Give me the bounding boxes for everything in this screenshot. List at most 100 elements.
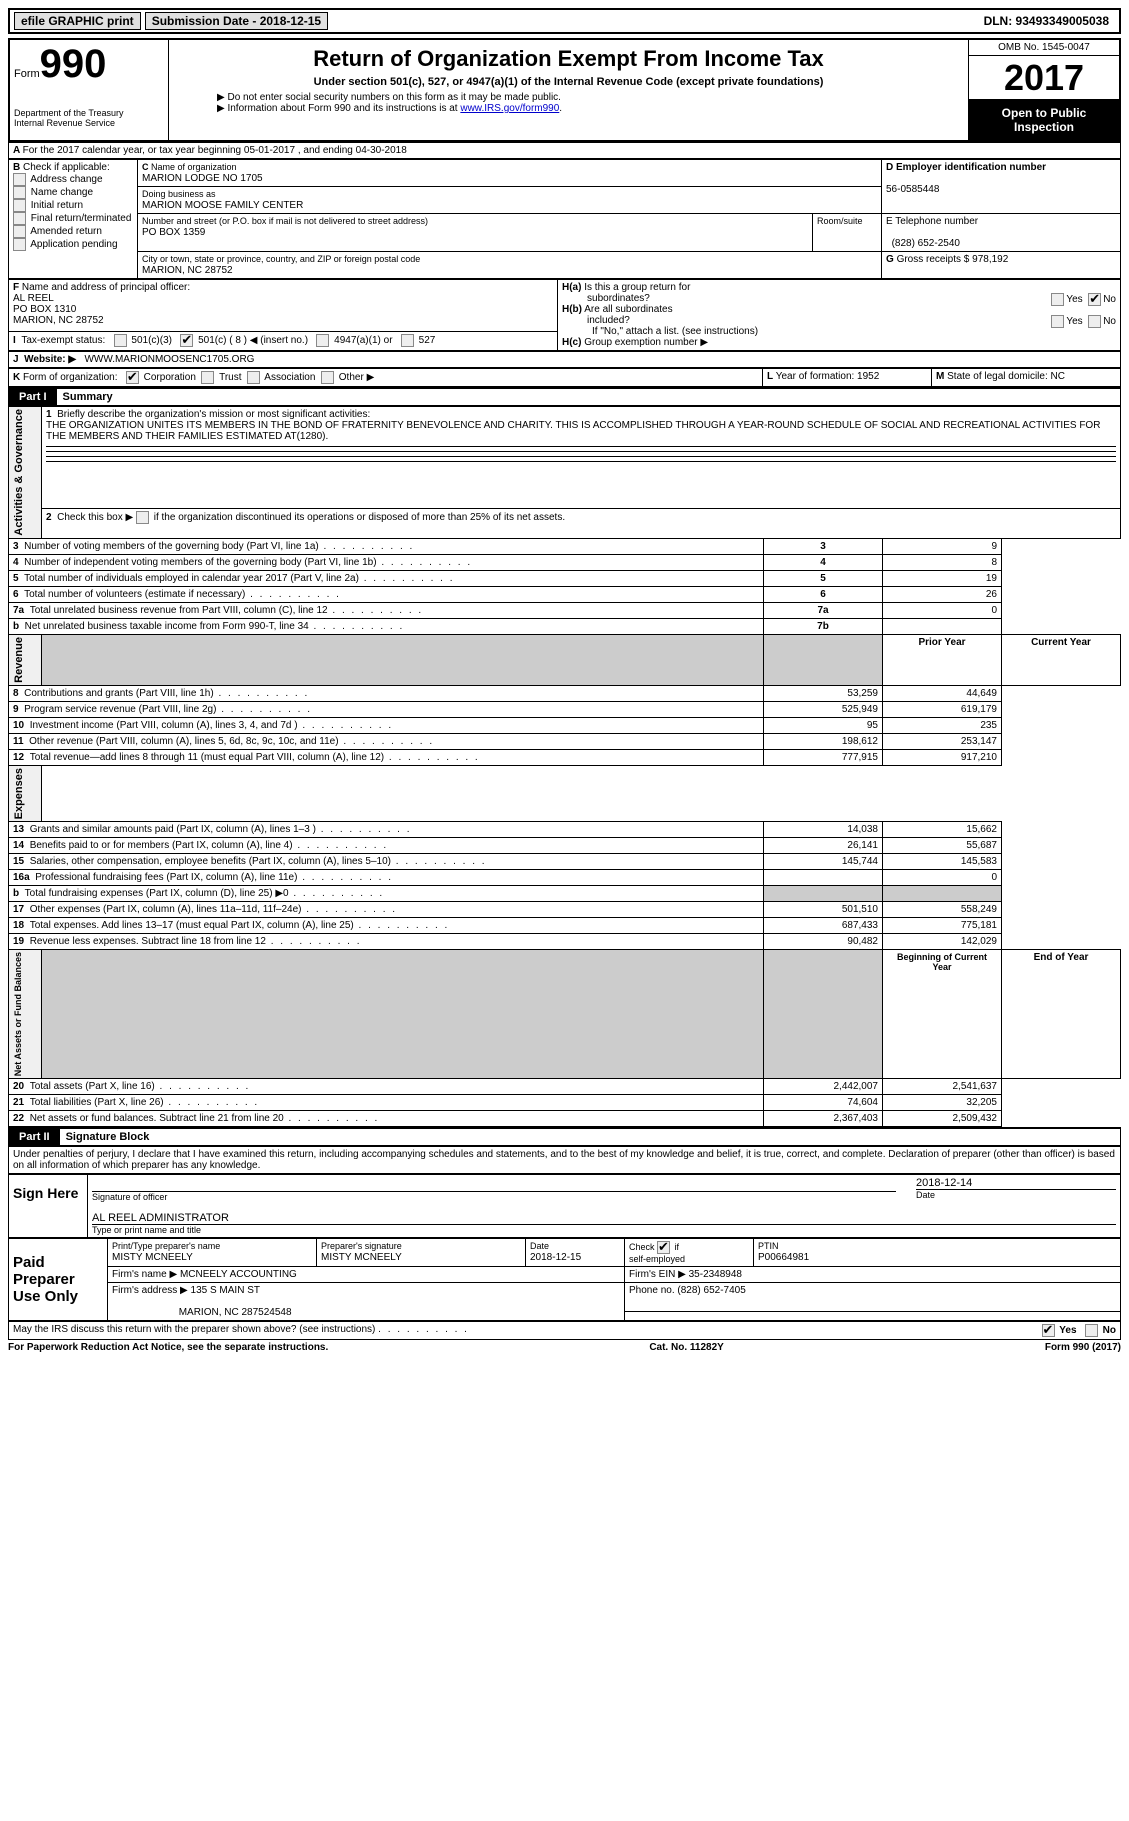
ha-yes-checkbox[interactable]	[1051, 293, 1064, 306]
exp-line-text: Professional fundraising fees (Part IX, …	[35, 872, 393, 883]
exp-current: 142,029	[883, 933, 1002, 949]
prep-date: 2018-12-15	[530, 1252, 581, 1263]
note-info: ▶ Information about Form 990 and its ins…	[177, 103, 960, 114]
net-eoy: 32,205	[883, 1095, 1002, 1111]
exp-prior: 26,141	[764, 837, 883, 853]
rev-current: 253,147	[883, 733, 1002, 749]
gov-line-text: Total unrelated business revenue from Pa…	[30, 605, 424, 616]
rev-current: 917,210	[883, 749, 1002, 765]
exp-prior: 90,482	[764, 933, 883, 949]
sig-date: 2018-12-14	[916, 1177, 972, 1189]
line2-text: Check this box ▶ if the organization dis…	[57, 512, 565, 523]
rev-line-text: Contributions and grants (Part VIII, lin…	[24, 688, 309, 699]
hb-no-checkbox[interactable]	[1088, 315, 1101, 328]
org-name: MARION LODGE NO 1705	[142, 173, 263, 184]
paperwork-notice: For Paperwork Reduction Act Notice, see …	[8, 1342, 328, 1353]
gov-value	[883, 618, 1002, 634]
dba-value: MARION MOOSE FAMILY CENTER	[142, 200, 303, 211]
hb-yes-checkbox[interactable]	[1051, 315, 1064, 328]
corp-checkbox[interactable]	[126, 371, 139, 384]
name-label: Name of organization	[151, 162, 237, 172]
discuss-yes-checkbox[interactable]	[1042, 1324, 1055, 1337]
exp-current: 55,687	[883, 837, 1002, 853]
perjury-text: Under penalties of perjury, I declare th…	[8, 1146, 1121, 1174]
firm-phone: (828) 652-7405	[677, 1285, 745, 1296]
form-subtitle: Under section 501(c), 527, or 4947(a)(1)…	[177, 76, 960, 88]
ptin-label: PTIN	[758, 1241, 779, 1251]
b-item-label: Address change	[30, 174, 102, 185]
rot-expenses: Expenses	[13, 768, 25, 819]
b-checkbox[interactable]	[13, 199, 26, 212]
city-value: MARION, NC 28752	[142, 265, 233, 276]
year-formation: Year of formation: 1952	[776, 371, 880, 382]
self-employed-cell: Check ifself-employed	[625, 1239, 754, 1267]
exp-line-text: Total expenses. Add lines 13–17 (must eq…	[30, 920, 450, 931]
firm-phone-label: Phone no.	[629, 1285, 675, 1296]
other-checkbox[interactable]	[321, 371, 334, 384]
submission-date-label: Submission Date - 2018-12-15	[145, 12, 328, 30]
b-checkbox[interactable]	[13, 225, 26, 238]
4947-checkbox[interactable]	[316, 334, 329, 347]
hb-label: H(b) Are all subordinates included? Yes …	[562, 304, 1116, 326]
line-box: 3	[764, 538, 883, 554]
net-boy: 2,442,007	[764, 1079, 883, 1095]
line2-checkbox[interactable]	[136, 511, 149, 524]
irs-label: Internal Revenue Service	[14, 118, 164, 128]
row-a: A For the 2017 calendar year, or tax yea…	[9, 143, 1121, 159]
527-checkbox[interactable]	[401, 334, 414, 347]
line1-label: Briefly describe the organization's miss…	[57, 409, 370, 420]
gov-value: 9	[883, 538, 1002, 554]
officer-name: AL REEL	[13, 293, 54, 304]
irs-link[interactable]: www.IRS.gov/form990	[460, 103, 559, 114]
trust-checkbox[interactable]	[201, 371, 214, 384]
rev-current: 619,179	[883, 701, 1002, 717]
city-label: City or town, state or province, country…	[142, 254, 420, 264]
gov-line-text: Net unrelated business taxable income fr…	[25, 621, 405, 632]
col-prior-year: Prior Year	[883, 634, 1002, 685]
mission-text: THE ORGANIZATION UNITES ITS MEMBERS IN T…	[46, 420, 1100, 442]
501c3-checkbox[interactable]	[114, 334, 127, 347]
form-header: Form 990 Department of the Treasury Inte…	[8, 38, 1121, 142]
gross-receipts-label: G	[886, 254, 894, 265]
rev-line-text: Investment income (Part VIII, column (A)…	[30, 720, 393, 731]
501c-checkbox[interactable]	[180, 334, 193, 347]
ha-no-checkbox[interactable]	[1088, 293, 1101, 306]
rev-line-text: Total revenue—add lines 8 through 11 (mu…	[30, 752, 480, 763]
gov-line-text: Number of voting members of the governin…	[24, 541, 414, 552]
gov-value: 0	[883, 602, 1002, 618]
assoc-checkbox[interactable]	[247, 371, 260, 384]
officer-addr2: MARION, NC 28752	[13, 315, 104, 326]
exp-current: 775,181	[883, 917, 1002, 933]
omb-number: OMB No. 1545-0047	[969, 40, 1119, 56]
form-word: Form	[14, 68, 40, 80]
exp-line-text: Salaries, other compensation, employee b…	[30, 856, 487, 867]
b-checkbox[interactable]	[13, 238, 26, 251]
exp-line-text: Other expenses (Part IX, column (A), lin…	[30, 904, 397, 915]
rot-revenue: Revenue	[13, 637, 25, 683]
efile-print-button[interactable]: efile GRAPHIC print	[14, 12, 141, 30]
rev-prior: 525,949	[764, 701, 883, 717]
exp-current: 145,583	[883, 853, 1002, 869]
form-title: Return of Organization Exempt From Incom…	[177, 46, 960, 72]
b-checkbox[interactable]	[13, 186, 26, 199]
exp-current: 15,662	[883, 821, 1002, 837]
net-line-text: Total liabilities (Part X, line 26)	[30, 1097, 260, 1108]
tax-exempt-label: Tax-exempt status:	[21, 335, 105, 346]
dept-treasury: Department of the Treasury	[14, 108, 164, 118]
page-footer: For Paperwork Reduction Act Notice, see …	[8, 1340, 1121, 1353]
b-checkbox[interactable]	[13, 212, 26, 225]
firm-ein: 35-2348948	[689, 1269, 742, 1280]
col-boy: Beginning of Current Year	[883, 949, 1002, 1078]
gross-receipts: Gross receipts $ 978,192	[897, 254, 1009, 265]
rev-line-text: Program service revenue (Part VIII, line…	[24, 704, 312, 715]
self-employed-checkbox[interactable]	[657, 1241, 670, 1254]
ptin-value: P00664981	[758, 1252, 809, 1263]
line-box: 5	[764, 570, 883, 586]
net-line-text: Net assets or fund balances. Subtract li…	[30, 1113, 380, 1124]
rev-prior: 95	[764, 717, 883, 733]
top-bar: efile GRAPHIC print Submission Date - 20…	[8, 8, 1121, 34]
prep-name: MISTY MCNEELY	[112, 1252, 193, 1263]
b-checkbox[interactable]	[13, 173, 26, 186]
discuss-no-checkbox[interactable]	[1085, 1324, 1098, 1337]
discuss-label: May the IRS discuss this return with the…	[13, 1324, 375, 1335]
